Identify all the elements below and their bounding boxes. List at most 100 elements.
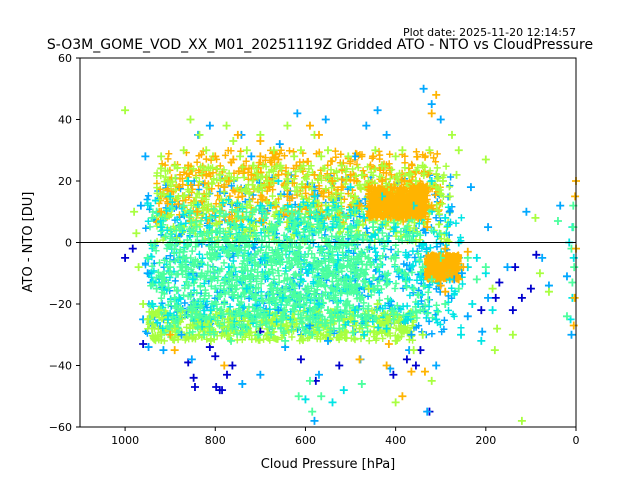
scatter-point xyxy=(166,192,175,201)
scatter-point xyxy=(170,293,179,302)
scatter-point xyxy=(493,324,502,333)
scatter-point xyxy=(301,183,310,192)
scatter-point xyxy=(256,137,265,146)
scatter-point xyxy=(148,213,157,222)
scatter-point xyxy=(535,269,544,278)
scatter-point xyxy=(427,109,436,118)
scatter-point xyxy=(362,121,371,130)
scatter-point xyxy=(335,361,344,370)
scatter-point xyxy=(314,293,323,302)
scatter-point xyxy=(308,407,317,416)
scatter-point xyxy=(484,223,493,232)
point-cloud-band-4 xyxy=(144,196,466,332)
y-tick-label: −20 xyxy=(49,298,72,311)
scatter-point xyxy=(179,247,188,256)
scatter-point xyxy=(260,213,269,222)
point-cloud-band-7 xyxy=(365,183,431,222)
scatter-point xyxy=(188,306,197,315)
scatter-point xyxy=(398,392,407,401)
scatter-point xyxy=(391,398,400,407)
scatter-point xyxy=(260,253,269,262)
scatter-point xyxy=(143,253,152,262)
scatter-point xyxy=(301,284,310,293)
scatter-point xyxy=(391,336,400,345)
scatter-point xyxy=(373,300,382,308)
scatter-point xyxy=(296,275,305,284)
scatter-point xyxy=(242,324,251,333)
scatter-point xyxy=(484,293,493,302)
scatter-point xyxy=(337,330,346,339)
scatter-point xyxy=(310,416,319,425)
scatter-point xyxy=(224,177,233,185)
scatter-point xyxy=(419,84,428,93)
scatter-point xyxy=(202,170,211,179)
scatter-point xyxy=(202,146,211,155)
scatter-point xyxy=(570,263,579,272)
scatter-point xyxy=(143,269,152,278)
scatter-point xyxy=(283,275,292,284)
scatter-point xyxy=(362,315,371,324)
scatter-point xyxy=(206,336,215,345)
scatter-point xyxy=(274,155,283,164)
scatter-point xyxy=(407,367,416,376)
scatter-point xyxy=(157,223,166,232)
scatter-point xyxy=(418,330,427,339)
scatter-point xyxy=(256,370,265,379)
scatter-point xyxy=(296,263,305,272)
scatter-point xyxy=(328,398,337,407)
scatter-point xyxy=(218,386,227,395)
scatter-point xyxy=(242,284,251,293)
scatter-point xyxy=(211,352,220,361)
scatter-point xyxy=(452,170,461,179)
scatter-point xyxy=(423,407,432,416)
scatter-point xyxy=(233,130,242,139)
scatter-point xyxy=(416,346,425,355)
scatter-point xyxy=(427,275,436,284)
scatter-point xyxy=(220,183,229,192)
scatter-point xyxy=(570,293,579,302)
scatter-point xyxy=(355,324,364,333)
scatter-point xyxy=(364,284,373,293)
scatter-point xyxy=(432,253,441,262)
scatter-point xyxy=(391,192,400,201)
scatter-point xyxy=(517,416,526,425)
scatter-point xyxy=(517,293,526,302)
scatter-point xyxy=(263,177,272,185)
scatter-point xyxy=(344,152,353,161)
scatter-point xyxy=(205,343,214,352)
scatter-point xyxy=(351,306,360,315)
scatter-point xyxy=(310,253,319,262)
scatter-point xyxy=(333,284,342,293)
scatter-point xyxy=(141,152,150,161)
scatter-point xyxy=(200,330,208,339)
scatter-point xyxy=(398,146,407,155)
scatter-point xyxy=(206,253,215,262)
scatter-point xyxy=(436,115,445,124)
scatter-point xyxy=(256,306,265,315)
scatter-point xyxy=(154,306,163,315)
scatter-point xyxy=(369,223,378,232)
scatter-point xyxy=(229,155,238,164)
scatter-point xyxy=(436,281,445,290)
scatter-point xyxy=(478,327,487,336)
scatter-point xyxy=(206,306,215,315)
scatter-point xyxy=(152,284,161,293)
scatter-point xyxy=(382,315,391,324)
scatter-point xyxy=(389,315,398,324)
scatter-point xyxy=(161,232,170,241)
scatter-point xyxy=(568,278,577,287)
scatter-point xyxy=(526,284,535,293)
scatter-point xyxy=(132,229,141,238)
scatter-point xyxy=(436,263,445,272)
scatter-point xyxy=(305,315,314,324)
x-tick-label: 600 xyxy=(295,434,316,447)
scatter-point xyxy=(220,361,229,370)
scatter-point xyxy=(314,130,323,139)
scatter-point xyxy=(337,263,346,272)
scatter-point xyxy=(355,293,364,302)
scatter-point xyxy=(301,395,310,404)
y-tick-label: 40 xyxy=(58,114,72,127)
scatter-point xyxy=(175,183,184,192)
scatter-point xyxy=(441,213,450,222)
